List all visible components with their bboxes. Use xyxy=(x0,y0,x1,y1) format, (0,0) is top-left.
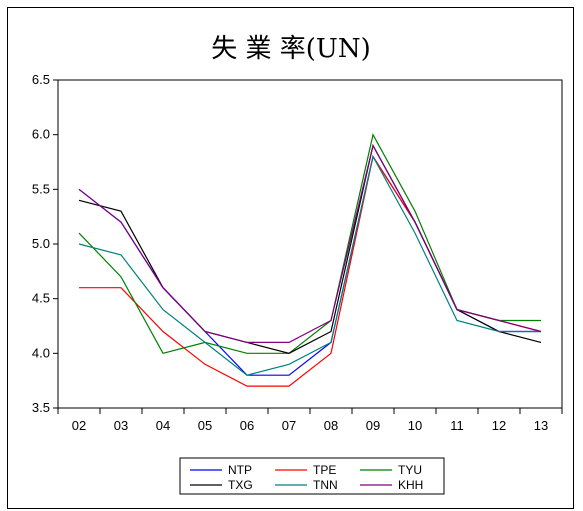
y-tick-label: 4.0 xyxy=(32,345,50,360)
y-tick-label: 6.0 xyxy=(32,127,50,142)
x-tick-label: 08 xyxy=(324,418,338,433)
series-line-khh xyxy=(78,143,542,343)
x-tick-label: 03 xyxy=(114,418,128,433)
x-tick-label: 10 xyxy=(408,418,422,433)
x-tick-label: 09 xyxy=(366,418,380,433)
x-tick-label: 06 xyxy=(240,418,254,433)
series-line-tnn xyxy=(78,154,541,376)
y-tick-label: 3.5 xyxy=(32,400,50,415)
chart-frame xyxy=(7,7,574,509)
series-line-tyu xyxy=(78,133,541,354)
y-tick-label: 5.5 xyxy=(32,181,50,196)
legend: NTP TPE TYU TXG TNN KHH xyxy=(179,457,445,495)
legend-label-txg: TXG xyxy=(228,478,253,492)
legend-label-ntp: NTP xyxy=(228,463,252,477)
x-tick-label: 04 xyxy=(156,418,170,433)
legend-label-tpe: TPE xyxy=(313,463,336,477)
x-tick-label: 11 xyxy=(450,418,464,433)
legend-label-tyu: TYU xyxy=(398,463,422,477)
y-tick-label: 4.5 xyxy=(32,291,50,306)
series-line-tpe xyxy=(79,154,542,387)
series-line-txg xyxy=(78,143,542,354)
x-axis: 02 03 04 05 06 07 08 09 10 11 12 13 xyxy=(57,408,563,433)
x-tick-label: 13 xyxy=(534,418,548,433)
y-tick-label: 6.5 xyxy=(32,72,50,87)
legend-label-khh: KHH xyxy=(398,478,423,492)
legend-box xyxy=(179,457,445,495)
x-tick-label: 07 xyxy=(282,418,296,433)
series-lines xyxy=(78,133,542,387)
y-tick-label: 5.0 xyxy=(32,236,50,251)
chart-title: 失 業 率(UN) xyxy=(211,34,370,64)
legend-label-tnn: TNN xyxy=(313,478,338,492)
x-tick-label: 12 xyxy=(492,418,506,433)
x-tick-label: 05 xyxy=(198,418,212,433)
x-tick-label: 02 xyxy=(72,418,86,433)
y-axis: 3.5 4.0 4.5 5.0 5.5 6.0 6.5 xyxy=(32,72,58,415)
